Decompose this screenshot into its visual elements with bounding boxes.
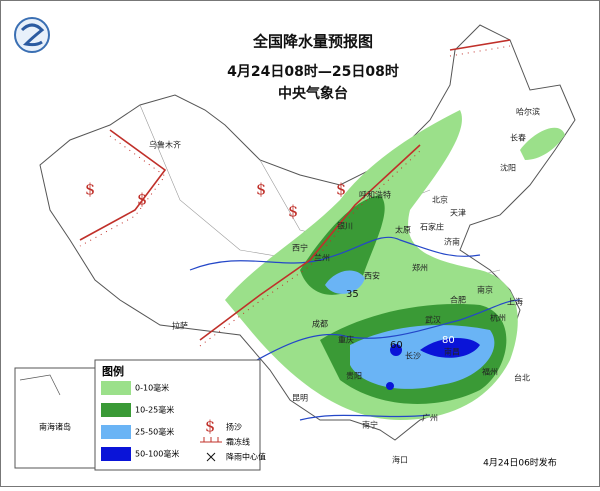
legend-label: 0-10毫米 — [135, 383, 169, 393]
city-label: 昆明 — [292, 394, 308, 403]
legend-symbol-label: 扬沙 — [226, 422, 242, 432]
legend-swatch — [101, 381, 131, 395]
sand-symbols: $ $ $ $ $ — [85, 180, 346, 221]
city-label: 成都 — [312, 319, 328, 329]
city-label: 北京 — [432, 195, 448, 205]
svg-text:$: $ — [256, 180, 266, 199]
city-label: 南宁 — [362, 420, 378, 430]
map-period: 4月24日08时—25日08时 — [227, 63, 399, 80]
city-label: 西宁 — [292, 243, 308, 253]
city-label: 福州 — [482, 368, 498, 377]
city-label: 西安 — [364, 271, 380, 281]
rain-centers: 35 60 80 — [346, 289, 455, 351]
legend-swatch — [101, 425, 131, 439]
rivers — [189, 236, 521, 421]
svg-text:$: $ — [85, 180, 95, 199]
city-label: 兰州 — [314, 253, 330, 263]
svg-text:$: $ — [336, 180, 346, 199]
city-label: 广州 — [422, 413, 438, 423]
svg-text:$: $ — [137, 190, 147, 209]
city-label: 合肥 — [450, 295, 466, 305]
center-icon — [206, 452, 216, 462]
map-issuer: 中央气象台 — [278, 85, 348, 102]
inset: 南海诸岛 — [14, 367, 96, 469]
city-label: 南京 — [477, 285, 493, 295]
rain-center-value: 60 — [390, 340, 403, 351]
city-label: 上海 — [507, 297, 523, 307]
city-label: 南昌 — [444, 347, 460, 357]
legend-symbol-label: 霜冻线 — [226, 437, 250, 447]
footer: 4月24日06时发布 — [483, 457, 557, 469]
map-title: 全国降水量预报图 — [252, 33, 373, 51]
city-label: 长沙 — [405, 351, 421, 361]
legend-title: 图例 — [102, 364, 124, 378]
legend-swatch — [101, 403, 131, 417]
city-label: 呼和浩特 — [359, 190, 391, 200]
city-label: 沈阳 — [500, 163, 516, 173]
city-label: 石家庄 — [420, 222, 444, 232]
city-label: 郑州 — [412, 263, 428, 273]
legend: 图例 0-10毫米 10-25毫米 25-50毫米 50-100毫米 $ 扬沙霜冻线降雨中… — [94, 359, 266, 471]
legend-label: 25-50毫米 — [135, 427, 174, 437]
rain-center-value: 80 — [442, 335, 455, 346]
logo — [14, 17, 50, 53]
city-label: 重庆 — [338, 335, 354, 345]
legend-symbol-label: 降雨中心值 — [226, 452, 266, 462]
city-label: 杭州 — [490, 313, 506, 323]
city-label: 太原 — [395, 225, 411, 235]
rain-areas — [225, 110, 565, 420]
city-label: 乌鲁木齐 — [149, 140, 181, 150]
city-label: 长春 — [510, 133, 526, 143]
city-label: 武汉 — [425, 315, 441, 325]
city-label: 济南 — [444, 237, 460, 247]
city-label: 银川 — [337, 221, 353, 231]
rain-center-value: 35 — [346, 289, 359, 300]
city-label: 海口 — [392, 455, 408, 465]
inset-label: 南海诸岛 — [39, 422, 71, 432]
frost-lines — [79, 39, 511, 347]
legend-label: 10-25毫米 — [135, 405, 174, 415]
cities: 乌鲁木齐 哈尔滨 长春 沈阳 呼和浩特 北京 天津 石家庄 太原 济南 银川 西… — [149, 107, 540, 465]
city-label: 哈尔滨 — [516, 107, 540, 117]
frost-icon — [200, 437, 222, 443]
city-label: 台北 — [514, 373, 530, 383]
svg-text:$: $ — [288, 202, 298, 221]
city-label: 贵阳 — [346, 371, 362, 381]
legend-swatch — [101, 447, 131, 461]
legend-label: 50-100毫米 — [135, 449, 179, 459]
city-label: 拉萨 — [172, 321, 188, 331]
city-label: 天津 — [450, 208, 466, 218]
sand-icon: $ — [205, 417, 215, 436]
